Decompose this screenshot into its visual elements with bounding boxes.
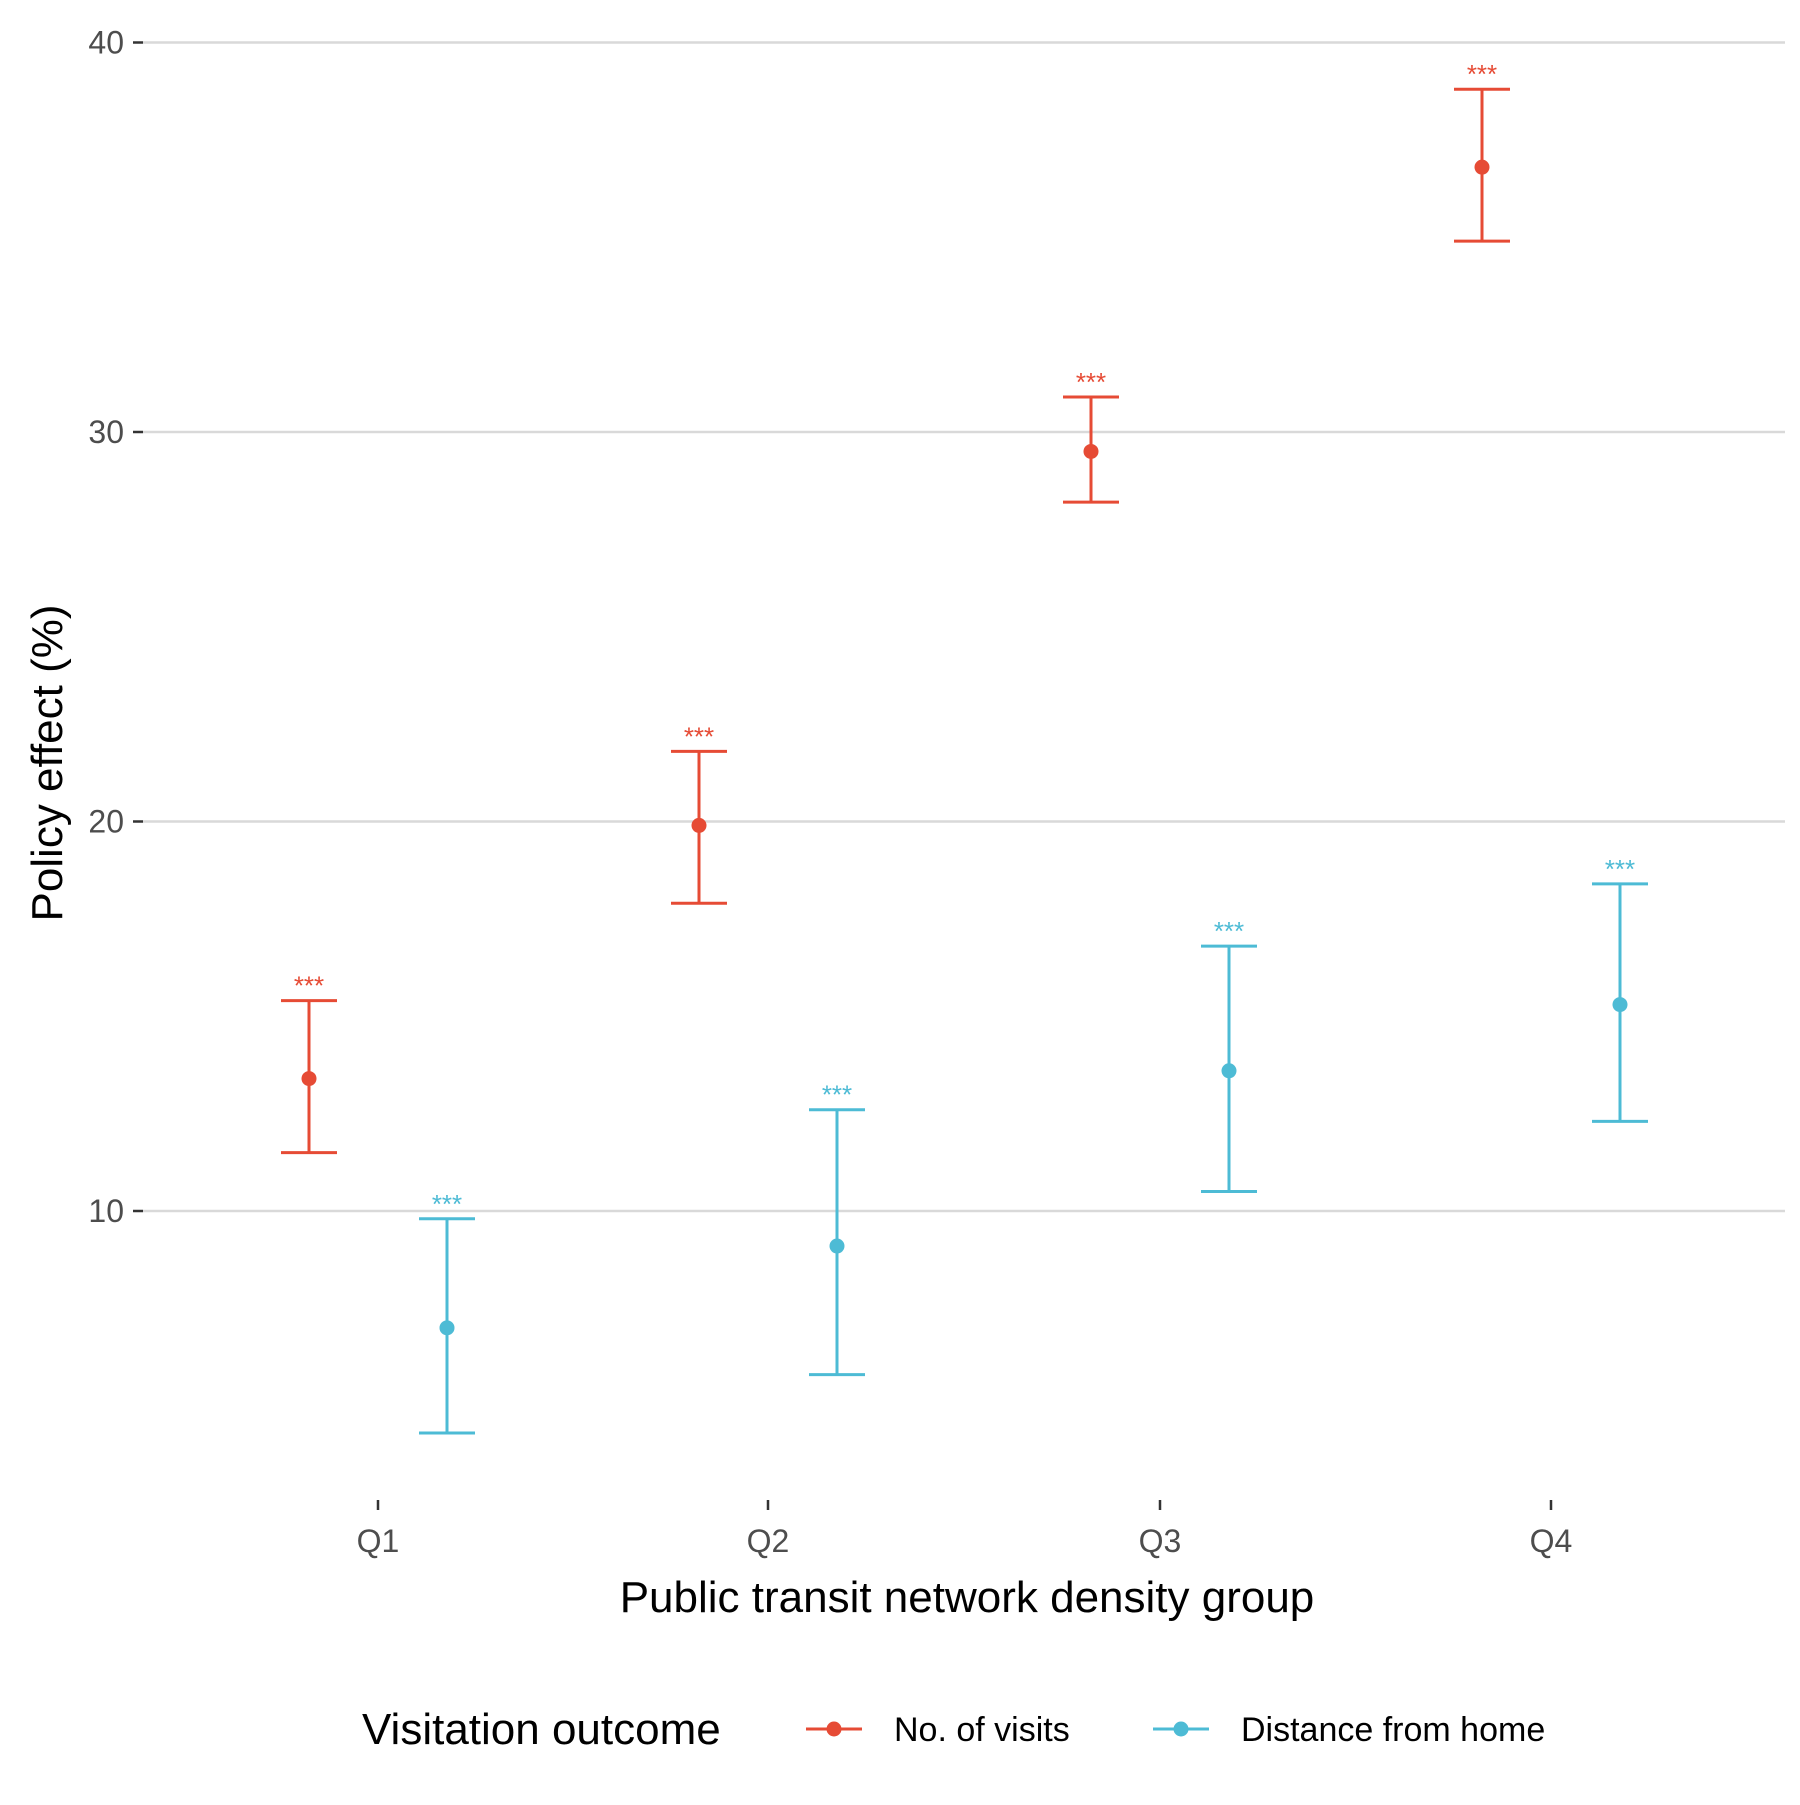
legend-items: No. of visits Distance from home bbox=[806, 1711, 1545, 1749]
significance-label: *** bbox=[822, 1080, 852, 1110]
data-point bbox=[829, 1238, 845, 1254]
axis-layer: 10 20 30 40 Q1 Q2 Q3 Q4 bbox=[88, 25, 1572, 1560]
y-axis-title: Policy effect (%) bbox=[23, 604, 72, 921]
data-point bbox=[439, 1320, 455, 1336]
significance-label: *** bbox=[1076, 367, 1106, 397]
y-tick-label: 10 bbox=[88, 1193, 124, 1229]
legend-label: Distance from home bbox=[1241, 1711, 1545, 1749]
x-tick-label: Q2 bbox=[747, 1523, 790, 1559]
legend: Visitation outcome No. of visits Distance… bbox=[362, 1705, 1545, 1754]
significance-label: *** bbox=[432, 1189, 462, 1219]
significance-label: *** bbox=[294, 971, 324, 1001]
data-point bbox=[1612, 997, 1628, 1013]
errorbar-group: *** bbox=[281, 971, 337, 1155]
legend-key-point bbox=[1173, 1721, 1189, 1737]
x-axis-title: Public transit network density group bbox=[620, 1573, 1315, 1622]
marks-layer: *** *** *** *** *** *** *** *** bbox=[281, 59, 1648, 1435]
data-point bbox=[1083, 443, 1099, 459]
y-tick-label: 30 bbox=[88, 414, 124, 450]
x-tick-label: Q3 bbox=[1139, 1523, 1182, 1559]
significance-label: *** bbox=[1214, 916, 1244, 946]
errorbar-group: *** bbox=[671, 721, 727, 905]
errorbar-group: *** bbox=[1063, 367, 1119, 504]
y-tick-label: 40 bbox=[88, 25, 124, 61]
legend-title: Visitation outcome bbox=[362, 1705, 721, 1754]
errorbar-group: *** bbox=[419, 1189, 475, 1435]
significance-label: *** bbox=[1467, 59, 1497, 89]
legend-item: Distance from home bbox=[1153, 1711, 1545, 1749]
data-point bbox=[1221, 1063, 1237, 1079]
errorbar-group: *** bbox=[1201, 916, 1257, 1194]
legend-item: No. of visits bbox=[806, 1711, 1070, 1749]
significance-label: *** bbox=[1605, 854, 1635, 884]
errorbar-group: *** bbox=[1592, 854, 1648, 1123]
x-tick-label: Q1 bbox=[357, 1523, 400, 1559]
grid-layer bbox=[143, 41, 1785, 1213]
x-tick-label: Q4 bbox=[1530, 1523, 1573, 1559]
data-point bbox=[1474, 159, 1490, 175]
errorbar-group: *** bbox=[1454, 59, 1510, 243]
y-tick-label: 20 bbox=[88, 804, 124, 840]
legend-label: No. of visits bbox=[894, 1711, 1070, 1749]
significance-label: *** bbox=[684, 721, 714, 751]
legend-key-point bbox=[826, 1721, 842, 1737]
errorbar-group: *** bbox=[809, 1080, 865, 1377]
data-point bbox=[301, 1071, 317, 1087]
data-point bbox=[691, 817, 707, 833]
